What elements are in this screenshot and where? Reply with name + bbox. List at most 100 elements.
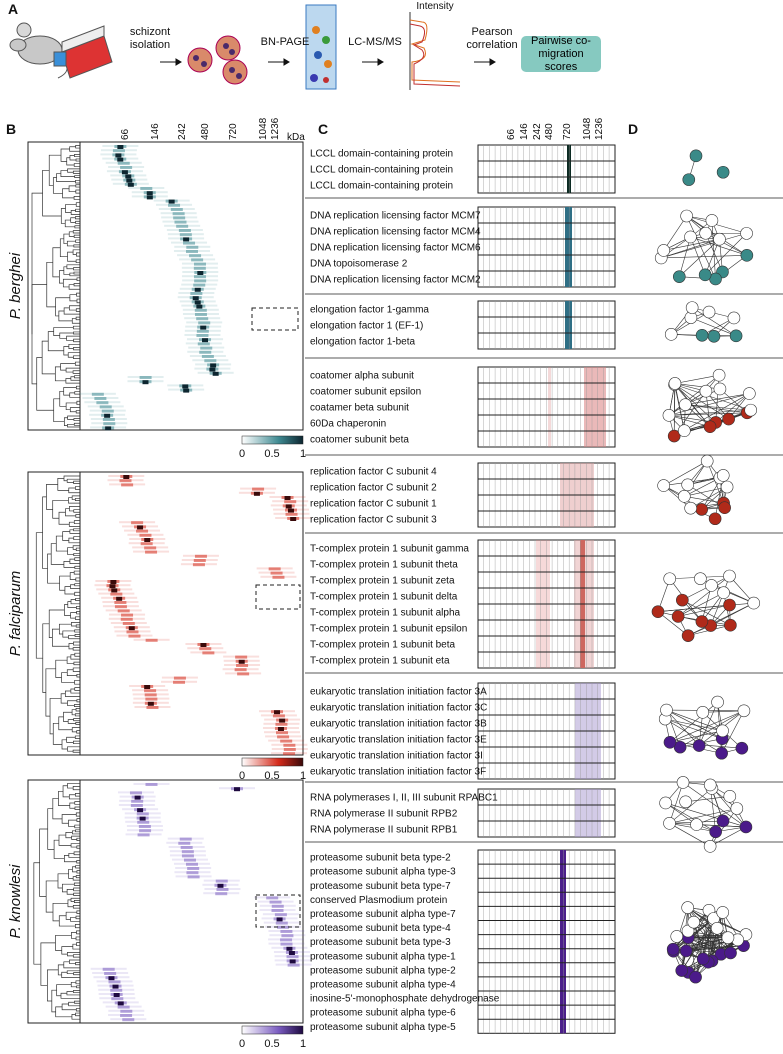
dendrogram-branch xyxy=(73,892,80,896)
network-edge xyxy=(682,782,747,828)
heatmap-cell xyxy=(269,900,282,904)
dendrogram-branch xyxy=(75,486,80,490)
dendrogram-branch xyxy=(71,835,80,840)
heatmap-cell xyxy=(123,475,130,479)
heatmap-cell xyxy=(109,584,116,589)
network-edge xyxy=(673,383,676,437)
network-edge xyxy=(668,412,748,416)
highlight-box xyxy=(251,307,299,331)
dendrogram-branch xyxy=(54,366,66,382)
heatmap-cell xyxy=(145,697,158,701)
species-label: P. knowlesi xyxy=(7,864,24,939)
dendrogram-branch xyxy=(35,532,43,659)
network-node xyxy=(699,384,713,398)
dendrogram-branch xyxy=(70,210,80,215)
dendrogram-branch xyxy=(69,529,80,534)
heatmap-cell xyxy=(99,405,112,409)
colorbar-label: 1 xyxy=(300,770,306,782)
protein-name: replication factor C subunit 2 xyxy=(310,483,437,494)
arrows xyxy=(160,58,496,66)
dendrogram-branch xyxy=(68,185,76,192)
dendrogram-branch xyxy=(62,785,70,798)
heatmap-cell xyxy=(235,655,248,659)
colorbar xyxy=(241,435,304,445)
heatmap-cell xyxy=(103,422,116,426)
network-node xyxy=(660,703,673,717)
heatmap-cell xyxy=(138,825,151,828)
network-edge xyxy=(711,585,754,604)
heatmap-cell xyxy=(280,938,293,942)
dendrogram-branch xyxy=(74,1000,80,1004)
network-edge xyxy=(669,730,723,743)
dendrogram-branch xyxy=(59,270,64,284)
heatmap-cell xyxy=(275,722,288,726)
network-node xyxy=(681,478,694,492)
network-edge xyxy=(663,215,687,251)
network-node xyxy=(657,479,670,492)
heatmap-cell xyxy=(196,329,209,333)
dendrogram-branch xyxy=(68,284,80,290)
tick-label: 66 xyxy=(120,128,131,140)
network-node xyxy=(700,454,714,468)
dendrogram-branch xyxy=(74,680,80,685)
heatmap-cell xyxy=(127,182,134,187)
dendrogram-branch xyxy=(68,794,80,800)
heatmap-cell xyxy=(96,401,109,405)
heatmap-cell xyxy=(215,892,228,896)
heatmap-cell xyxy=(111,588,118,593)
network-edge xyxy=(705,232,748,256)
network-node xyxy=(678,424,691,438)
heatmap-cell xyxy=(120,1009,133,1013)
network-node xyxy=(690,818,703,831)
heatmap-cell xyxy=(194,300,201,305)
heatmap-cell xyxy=(176,224,189,228)
network-edge xyxy=(685,388,721,405)
heatmap-cell xyxy=(276,731,289,735)
heatmap-cell xyxy=(112,149,125,153)
dendrogram-branch xyxy=(76,699,80,703)
protein-name: eukaryotic translation initiation factor… xyxy=(310,719,487,730)
network-node xyxy=(696,706,710,719)
heatmap-cell xyxy=(186,245,199,249)
dendrogram-branch xyxy=(60,992,80,999)
heatmap-cell xyxy=(196,334,209,337)
dendrogram-branch xyxy=(71,1014,80,1020)
heatmap-cell xyxy=(196,304,203,309)
heatmap-cell xyxy=(185,250,198,253)
heatmap-cell xyxy=(215,879,228,883)
dendrogram-branch xyxy=(63,233,70,244)
heatmap-cell xyxy=(271,909,284,912)
dendrogram-branch xyxy=(73,355,80,360)
network-node xyxy=(716,469,730,482)
heatmap-cell xyxy=(131,799,144,803)
heatmap-cell xyxy=(134,795,141,800)
dendrogram-branch xyxy=(66,669,77,676)
heatmap-cell xyxy=(116,596,123,601)
network-node xyxy=(671,610,685,623)
network-edge xyxy=(665,718,722,754)
heatmap-cell xyxy=(125,174,132,179)
dendrogram-branch xyxy=(75,936,80,941)
protein-name: T-complex protein 1 subunit zeta xyxy=(310,576,455,587)
dendrogram-branch xyxy=(73,234,80,238)
network-node xyxy=(729,329,743,343)
dendrogram-branch xyxy=(67,746,80,752)
network-node xyxy=(744,403,758,417)
heatmap-cell xyxy=(144,689,157,693)
heatmap-cell xyxy=(272,714,285,718)
dendrogram-branch xyxy=(47,808,55,850)
dendrogram-branch xyxy=(67,783,80,789)
dendrogram-branch xyxy=(51,989,57,1013)
dendrogram-branch xyxy=(63,307,80,315)
heatmap-cell xyxy=(197,342,210,346)
heatmap-cell xyxy=(192,563,205,567)
heatmap-cell xyxy=(105,426,112,431)
heatmap-cell xyxy=(194,313,207,316)
dendrogram-branch xyxy=(68,635,80,640)
heatmap-frame xyxy=(27,471,304,756)
network-edge xyxy=(679,710,745,748)
network-node xyxy=(657,244,670,257)
protein-group: eukaryotic translation initiation factor… xyxy=(305,682,783,783)
protein-name: LCCL domain-containing protein xyxy=(310,149,453,160)
